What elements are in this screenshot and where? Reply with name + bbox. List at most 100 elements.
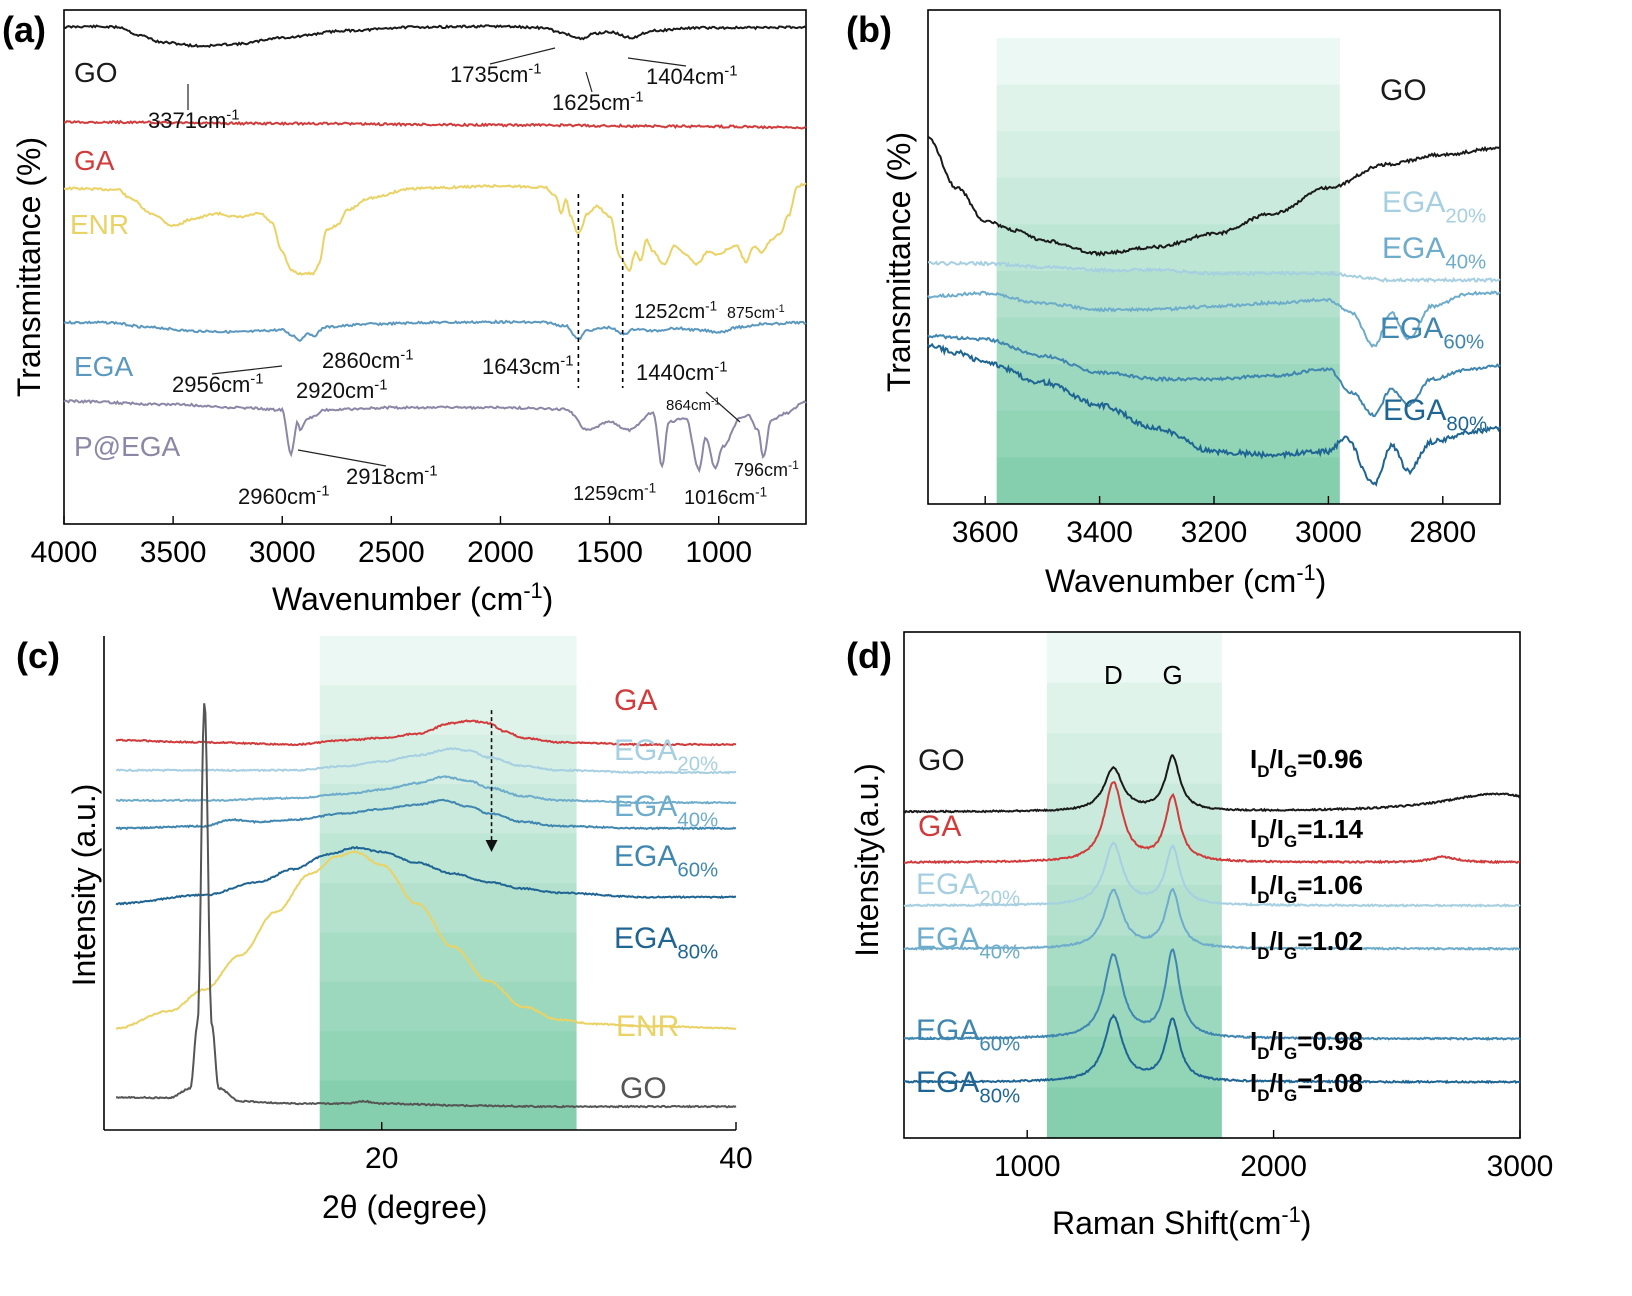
legend-label: GO xyxy=(918,744,965,777)
panel-c: (c) GA EGA20% EGA40% EGA60% EGA80% ENR GO 20 40 2θ… xyxy=(16,635,753,1225)
series-line xyxy=(903,781,1521,865)
panel-d: (d) D G GO ID/IG=0.96 GA ID/IG=1.14 EGA20% ID/IG… xyxy=(846,631,1554,1241)
highlight-band-b-stripe xyxy=(996,84,1340,132)
annotation-label: 1252cm-1 xyxy=(634,298,717,323)
x-axis-d-tick-label: 3000 xyxy=(1487,1150,1554,1183)
series-line-ga xyxy=(63,119,807,130)
ratio-label: ID/IG=0.98 xyxy=(1250,1026,1363,1063)
x-axis-d-tick-label: 1000 xyxy=(994,1150,1061,1183)
legend-label: EGA40% xyxy=(1382,232,1486,274)
series-line xyxy=(115,775,737,805)
highlight-band-b-stripe xyxy=(996,224,1340,272)
ratio-label: ID/IG=1.08 xyxy=(1250,1068,1363,1105)
annotation-label: 1404cm-1 xyxy=(646,63,738,89)
series-line xyxy=(115,845,737,906)
highlight-band-c-stripe xyxy=(319,685,577,736)
x-axis-title-a: Wavenumber (cm-1) xyxy=(272,578,553,617)
series-line-enr xyxy=(63,182,807,276)
x-axis-b-tick-label: 2800 xyxy=(1409,516,1476,549)
ratio-label: ID/IG=1.06 xyxy=(1250,870,1363,907)
x-axis-title-b: Wavenumber (cm-1) xyxy=(1045,560,1326,599)
plot-frame-a xyxy=(63,9,807,525)
annotation-label: 1440cm-1 xyxy=(636,359,728,385)
highlight-band-d-stripe xyxy=(1046,733,1222,785)
annotation-arrow xyxy=(627,57,687,67)
x-axis-a-tick-label: 2000 xyxy=(467,536,534,569)
annotation-label: 875cm-1 xyxy=(727,303,785,322)
annotation-arrow xyxy=(585,71,593,93)
legend-label: GO xyxy=(1380,74,1427,107)
annotation-label: 1259cm-1 xyxy=(573,480,656,505)
x-axis-a-tick-label: 4000 xyxy=(31,536,98,569)
panel-a: (a) GO GA ENR EGA P@EGA 3371cm-1 1735cm-1 1625cm… xyxy=(2,9,807,617)
x-axis-d-tick-label: 2000 xyxy=(1240,1150,1307,1183)
highlight-band-c-stripe xyxy=(319,883,577,933)
annotation-label: 796cm-1 xyxy=(734,458,799,480)
highlight-band-d-stripe xyxy=(1046,783,1222,835)
x-axis-b-tick-label: 3400 xyxy=(1066,516,1133,549)
annotation-arrow xyxy=(297,449,387,467)
highlight-band-c-stripe xyxy=(319,636,577,686)
highlight-band-d-stripe xyxy=(1046,885,1222,937)
x-axis-a-tick-label: 1000 xyxy=(685,536,752,569)
highlight-band-b-stripe xyxy=(996,457,1340,505)
series-line-go xyxy=(63,24,807,48)
ratio-label: ID/IG=0.96 xyxy=(1250,744,1363,781)
x-axis-c-tick-label: 40 xyxy=(719,1142,752,1175)
series-line xyxy=(927,135,1501,257)
series-line-p-ega xyxy=(63,399,807,474)
x-axis-a-tick-label: 3500 xyxy=(140,536,207,569)
highlight-band-b-stripe xyxy=(996,131,1340,179)
highlight-band-c-stripe xyxy=(319,932,577,983)
peak-label: G xyxy=(1162,660,1182,690)
legend-label: GA xyxy=(614,684,657,717)
annotation-label: 1643cm-1 xyxy=(482,353,574,379)
annotation-label: 2860cm-1 xyxy=(322,347,414,373)
x-axis-b-tick-label: 3000 xyxy=(1295,516,1362,549)
highlight-band-b-stripe xyxy=(996,177,1340,225)
annotation-label: 864cm-1 xyxy=(666,396,720,414)
annotation-label: 1735cm-1 xyxy=(450,61,542,87)
annotation-label: 2918cm-1 xyxy=(346,463,438,489)
legend-label: EGA20% xyxy=(614,734,718,776)
annotation-label: 1625cm-1 xyxy=(552,89,644,115)
legend-label: EGA20% xyxy=(1382,186,1486,228)
x-axis-title-c: 2θ (degree) xyxy=(322,1189,487,1225)
x-axis-c-tick-label: 20 xyxy=(365,1142,398,1175)
series-line xyxy=(927,342,1501,487)
highlight-band-d-stripe xyxy=(1046,1087,1222,1139)
x-axis-title-d: Raman Shift(cm-1) xyxy=(1052,1202,1311,1241)
series-line xyxy=(115,747,737,775)
annotation-label: 2956cm-1 xyxy=(172,371,264,397)
highlight-band-b-stripe xyxy=(996,364,1340,412)
legend-label: EGA20% xyxy=(916,868,1020,910)
series-line xyxy=(903,841,1521,908)
series-line xyxy=(903,754,1521,814)
legend-label-go: GO xyxy=(74,57,118,88)
plot-frame-d xyxy=(903,631,1521,1139)
series-line xyxy=(903,1013,1521,1085)
legend-label-enr: ENR xyxy=(70,209,129,240)
series-line xyxy=(115,850,737,1030)
series-line xyxy=(115,703,737,1109)
legend-label-ega: EGA xyxy=(74,351,133,382)
annotation-arrow xyxy=(489,47,556,65)
annotation-label: 3371cm-1 xyxy=(148,107,240,133)
panel-label-b: (b) xyxy=(846,9,892,50)
annotation-arrow xyxy=(705,391,741,423)
panel-label-c: (c) xyxy=(16,635,60,676)
x-axis-a-tick-label: 3000 xyxy=(249,536,316,569)
series-line xyxy=(903,948,1521,1041)
series-line xyxy=(927,290,1501,348)
highlight-band-b-stripe xyxy=(996,410,1340,458)
series-line xyxy=(928,260,1501,284)
annotation-arrow xyxy=(211,365,283,375)
ratio-label: ID/IG=1.02 xyxy=(1250,926,1363,963)
panel-label-d: (d) xyxy=(846,635,892,676)
legend-label: EGA80% xyxy=(614,922,718,964)
series-line xyxy=(927,333,1501,418)
legend-label-p-ega: P@EGA xyxy=(74,431,181,462)
panel-b: (b) GO EGA20%EGA40% EGA60% EGA80% 3600 3400 320… xyxy=(846,9,1501,599)
legend-label: EGA80% xyxy=(1383,394,1487,436)
